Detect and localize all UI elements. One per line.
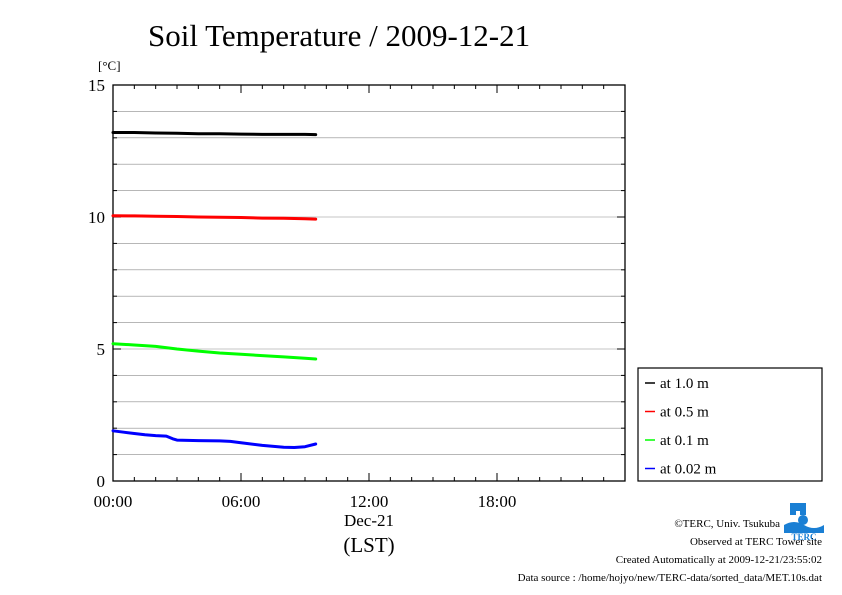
series-line	[111, 131, 318, 137]
grid-lines	[113, 111, 625, 455]
chart-title: Soil Temperature / 2009-12-21	[148, 18, 530, 53]
logo-text: TERC	[791, 532, 816, 542]
series-line	[111, 429, 318, 449]
footer-observed: Observed at TERC Tower site	[689, 536, 822, 548]
y-tick-label: 15	[88, 76, 105, 95]
logo-drop-icon	[798, 515, 808, 525]
terc-logo: TERC	[784, 503, 824, 542]
x-axis-date-label: Dec-21	[344, 511, 394, 530]
x-tick-label: 06:00	[222, 492, 261, 511]
series-line	[111, 342, 318, 361]
x-tick-label: 00:00	[94, 492, 133, 511]
y-axis-unit-label: [°C]	[98, 58, 121, 73]
y-axis: 0 5 10 15	[88, 76, 625, 491]
footer-created: Created Automatically at 2009-12-21/23:5…	[615, 554, 822, 566]
legend-label: at 0.5 m	[660, 405, 709, 421]
logo-tower-shape	[790, 503, 806, 515]
y-tick-label: 5	[97, 340, 106, 359]
plot-frame	[112, 84, 626, 482]
y-tick-label: 0	[97, 472, 106, 491]
y-tick-label: 10	[88, 208, 105, 227]
series-line	[111, 214, 318, 221]
footer-credit: ©TERC, Univ. Tsukuba	[674, 518, 780, 530]
x-tick-label: 12:00	[350, 492, 389, 511]
x-axis: 00:00 06:00 12:00 18:00	[94, 85, 626, 511]
series-lines	[111, 131, 318, 449]
x-tick-label: 18:00	[478, 492, 517, 511]
footer-source: Data source : /home/hojyo/new/TERC-data/…	[517, 572, 822, 584]
legend-label: at 0.1 m	[660, 433, 709, 449]
legend-label: at 1.0 m	[660, 376, 709, 392]
logo-wave-shape	[784, 522, 824, 533]
legend: at 1.0 m at 0.5 m at 0.1 m at 0.02 m	[637, 367, 823, 482]
x-axis-title: (LST)	[343, 533, 394, 557]
legend-label: at 0.02 m	[660, 462, 717, 478]
legend-box	[637, 367, 823, 482]
